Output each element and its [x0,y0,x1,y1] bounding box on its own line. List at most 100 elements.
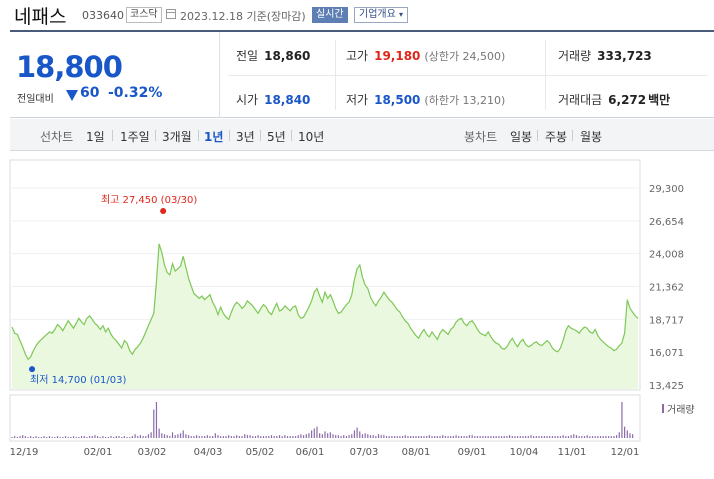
volume-bar [43,436,45,438]
change-percent: -0.32% [108,85,163,101]
period-3y[interactable]: 3년 [236,130,255,144]
volume-bar [490,436,492,438]
prev-close: 전일 18,860 [236,47,310,64]
volume-bar [24,436,26,438]
volume-bar [393,436,396,438]
prev-close-label: 전일 [236,49,259,63]
volume-bar [97,436,99,438]
period-10y[interactable]: 10년 [298,130,325,144]
volume-bar [356,427,358,438]
period-separator [291,130,292,141]
volume-bar [257,435,259,438]
volume-bar [444,436,446,438]
volume-bar [549,436,551,438]
volume-bar [410,436,412,438]
volume-bar [209,436,211,438]
volume-bar [420,436,422,438]
period-5y[interactable]: 5년 [267,130,286,144]
volume-bar [407,436,409,438]
period-1d[interactable]: 1일 [86,130,105,144]
y-axis: 29,300 26,654 24,008 21,362 18,717 16,071 13,4… [649,184,684,392]
volume-bar [535,436,537,438]
volume-bar [142,436,144,438]
volume-bar [187,435,190,438]
volume-bar [75,437,77,438]
open-value: 18,840 [264,93,311,107]
volume-bar [511,436,513,438]
volume-bar [145,436,147,438]
volume-bar [228,435,230,438]
volume-bar [123,436,125,438]
period-separator [537,130,538,141]
volume-bar [83,436,85,438]
volume-bar [182,430,184,438]
volume-bar [404,435,406,438]
volume-bar [102,436,104,438]
lower-limit: (하한가 13,210) [424,94,506,107]
period-1w[interactable]: 1주일 [120,130,150,144]
period-1y[interactable]: 1년 [204,130,224,144]
x-tick-label: 04/03 [194,447,223,458]
change-label: 전일대비 [17,94,54,105]
candle-monthly[interactable]: 월봉 [580,130,603,144]
volume-bar [615,435,618,438]
corp-info-label: 기업개요 [359,9,396,20]
volume-bar [554,436,556,438]
trade-amount: 거래대금 6,272 백만 [558,91,670,108]
volume-bar [626,430,628,438]
header-divider [10,30,714,32]
volume-bar [94,435,96,438]
volume-bar [337,435,339,438]
corp-info-dropdown[interactable]: 기업개요 ▾ [354,7,409,23]
y-tick-label: 21,362 [649,283,684,294]
volume-bar [110,436,112,438]
volume-bar [244,434,246,438]
volume-bar [573,434,575,438]
volume-bar [30,436,32,438]
volume-bar [597,436,599,438]
volume-bar [284,435,286,438]
volume-bar [492,436,495,438]
volume-bar [361,434,364,438]
volume-bar [500,436,503,438]
volume-bar [439,436,441,438]
down-triangle-icon [66,90,78,101]
period-separator [155,130,156,141]
candle-weekly[interactable]: 주봉 [545,130,568,144]
base-date: 2023.12.18 기준(장마감) [180,10,306,23]
volume-bar [80,436,83,438]
volume-bar [64,436,67,438]
volume-bar [581,436,583,438]
volume-bar [300,434,302,438]
volume-bar [169,436,171,438]
volume-bar [522,436,524,438]
volume-bar [198,436,200,438]
low-marker [29,366,36,373]
volume-bar [482,436,484,438]
volume-bar [527,436,529,438]
stock-name: 네패스 [14,6,67,28]
volume-bar [153,409,155,438]
low-annotation: 최저 14,700 (01/03) [30,374,126,386]
realtime-button[interactable]: 실시간 [312,7,348,23]
y-tick-label: 13,425 [649,381,684,392]
volume-bar [541,436,543,438]
volume-bar [567,436,570,438]
volume-bar [131,436,133,438]
volume-bar [278,435,281,438]
volume-bar [177,434,179,438]
high-annotation: 최고 27,450 (03/30) [101,194,197,206]
price-area [12,243,638,389]
period-3m[interactable]: 3개월 [162,130,192,144]
volume-bar [589,436,591,438]
volume-bar [418,436,420,438]
volume-bar [238,436,240,438]
volume-bar [624,426,626,438]
volume-bar [423,436,425,438]
amount-unit: 백만 [648,93,671,107]
period-separator [112,130,113,141]
volume-bar [380,435,382,438]
candle-daily[interactable]: 일봉 [510,130,533,144]
volume-bar [530,435,532,438]
volume-bar [19,436,21,438]
